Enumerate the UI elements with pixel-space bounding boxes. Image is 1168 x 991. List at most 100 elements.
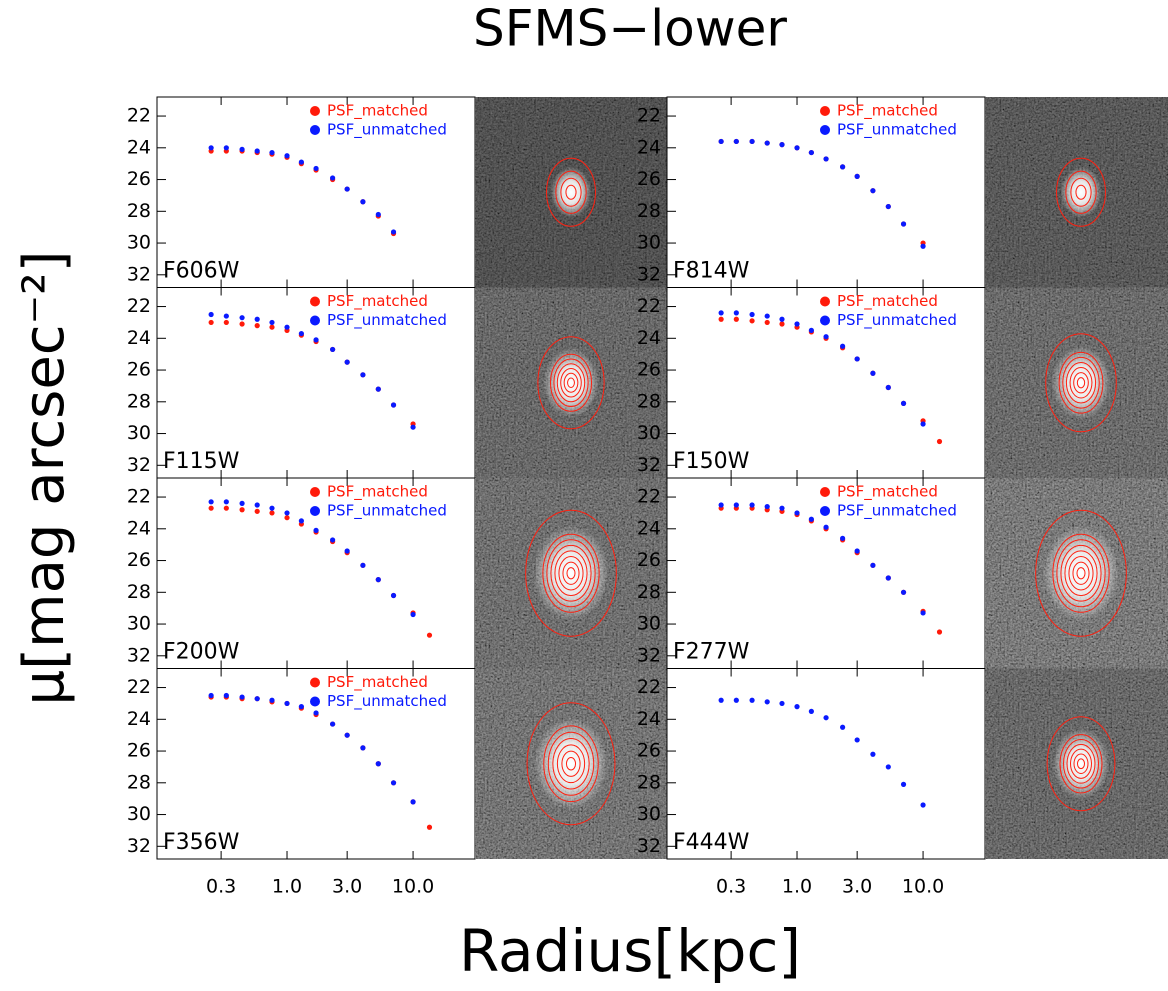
data-point	[764, 313, 770, 319]
data-point	[749, 318, 755, 324]
data-point	[920, 243, 926, 249]
contour	[537, 336, 605, 430]
data-point	[779, 316, 785, 322]
contour	[1072, 561, 1090, 585]
legend-marker	[820, 487, 830, 497]
x-tick-label: 1.0	[272, 876, 302, 898]
data-point	[239, 146, 245, 152]
data-point	[718, 310, 724, 316]
data-point	[269, 697, 275, 703]
data-point	[208, 319, 214, 326]
contour	[561, 750, 581, 777]
y-tick-label: 22	[127, 486, 151, 508]
data-point	[223, 313, 229, 319]
y-tick-label: 32	[127, 454, 151, 476]
data-point	[330, 721, 336, 727]
data-point	[390, 592, 397, 599]
galaxy-glow	[1043, 526, 1119, 621]
data-point	[920, 610, 926, 616]
x-tick-label: 10.0	[902, 876, 944, 898]
x-tick-label: 3.0	[842, 876, 872, 898]
contour	[1065, 361, 1097, 404]
y-tick-label: 26	[637, 359, 661, 381]
data-point	[733, 316, 739, 322]
y-tick-label: 30	[637, 232, 661, 254]
data-point	[375, 577, 381, 583]
contour	[1068, 556, 1094, 591]
data-point	[718, 502, 724, 508]
contour	[1065, 170, 1097, 214]
data-point	[794, 145, 800, 151]
y-tick-label: 26	[637, 168, 661, 190]
legend-label: PSF_matched	[837, 483, 938, 502]
legend-label: PSF_matched	[327, 292, 428, 311]
data-point	[284, 153, 290, 159]
data-point	[223, 505, 229, 511]
data-point	[208, 499, 214, 505]
data-point	[854, 737, 860, 743]
data-point	[410, 799, 416, 805]
data-point	[779, 321, 785, 327]
y-tick-label: 28	[127, 200, 151, 222]
contour	[1070, 748, 1092, 779]
contour	[566, 567, 576, 580]
data-point	[794, 510, 800, 516]
data-point	[749, 138, 755, 145]
data-point	[764, 503, 770, 510]
data-point	[426, 632, 433, 638]
data-point	[870, 188, 876, 194]
data-point	[344, 186, 350, 192]
data-point	[284, 324, 290, 330]
y-tick-label: 30	[127, 803, 151, 825]
contour	[563, 372, 579, 393]
y-tick-label: 28	[127, 771, 151, 793]
y-tick-label: 22	[637, 486, 661, 508]
data-point	[733, 697, 739, 703]
y-tick-label: 30	[637, 613, 661, 635]
data-point	[360, 372, 366, 378]
contour	[1035, 509, 1127, 637]
galaxy-glow	[543, 348, 599, 418]
data-point	[840, 535, 846, 541]
legend-label: PSF_unmatched	[327, 502, 447, 521]
contour	[556, 363, 586, 403]
data-point	[718, 316, 724, 322]
data-point	[223, 692, 229, 699]
contour	[1045, 333, 1117, 433]
y-tick-label: 24	[127, 136, 151, 158]
data-point	[936, 438, 943, 445]
figure-title: SFMS−lower	[473, 0, 787, 58]
y-tick-label: 24	[637, 708, 661, 730]
contour	[1066, 743, 1096, 784]
data-point	[344, 359, 350, 365]
legend-marker	[820, 296, 830, 307]
data-point	[870, 370, 876, 376]
legend-marker	[820, 506, 830, 516]
data-point	[254, 696, 260, 702]
data-point	[239, 321, 245, 327]
data-point	[223, 145, 229, 151]
y-tick-label: 30	[637, 803, 661, 825]
y-tick-label: 24	[637, 327, 661, 349]
data-point	[390, 780, 397, 786]
y-tick-label: 28	[127, 581, 151, 603]
legend-label: PSF_unmatched	[837, 121, 957, 140]
contour	[560, 367, 582, 398]
data-point	[223, 499, 229, 505]
x-tick-label: 1.0	[782, 876, 812, 898]
y-tick-label: 24	[127, 517, 151, 539]
y-tick-label: 24	[127, 327, 151, 349]
contour	[546, 157, 596, 227]
contour	[1060, 544, 1102, 602]
data-point	[269, 510, 275, 516]
data-point	[313, 337, 319, 343]
data-point	[794, 321, 800, 327]
data-point	[410, 424, 416, 430]
data-point	[313, 165, 319, 172]
y-tick-label: 32	[127, 835, 151, 857]
data-point	[749, 697, 755, 703]
contour	[1076, 567, 1086, 580]
data-point	[269, 324, 275, 330]
data-point	[298, 159, 304, 165]
